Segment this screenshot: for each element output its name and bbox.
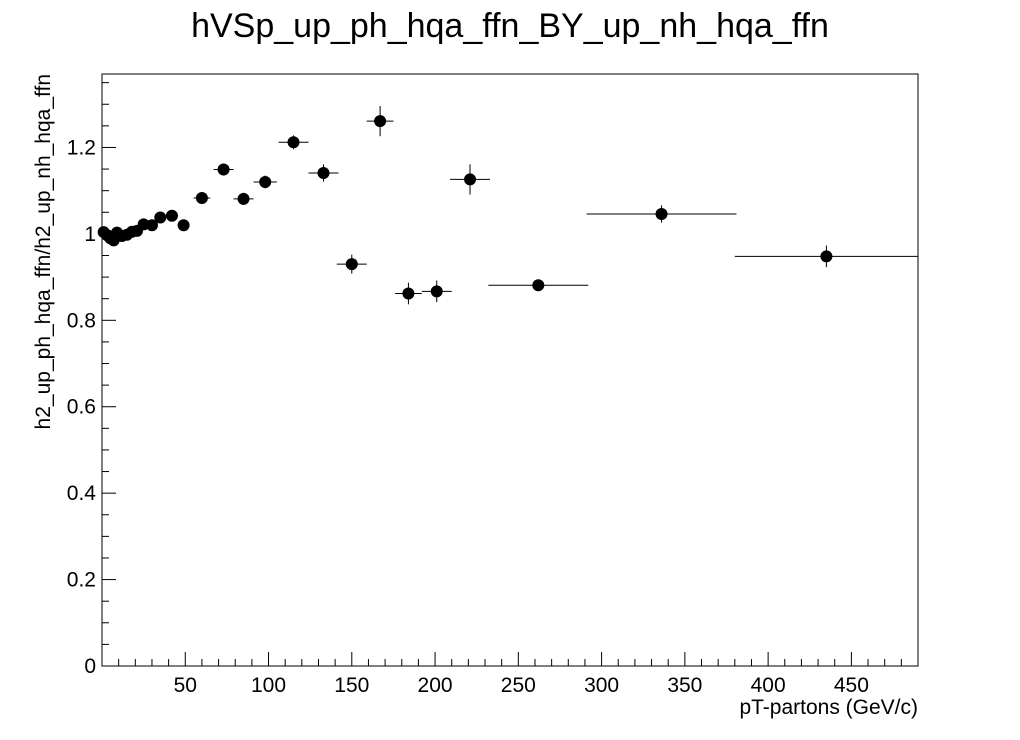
data-point [253,175,277,189]
data-point [366,105,394,137]
point-marker [430,285,443,298]
point-marker [217,163,230,176]
data-point [421,280,452,303]
data-point [734,245,918,268]
point-marker [195,192,208,205]
data-point [165,209,178,222]
axis-ticks: 50 100 150 200 250 300 350 400 450 0 0.2 0.4 0.6 0.8 1… [67,82,902,697]
y-tick-label: 0.4 [67,482,97,505]
y-tick-label: 1 [84,223,96,246]
x-tick-label: 450 [834,674,869,697]
plot-frame [101,73,919,667]
y-tick-label: 0 [84,655,96,678]
y-tick-label: 0.2 [67,569,96,592]
data-point [233,192,254,205]
data-point [213,163,234,176]
point-marker [464,173,477,186]
point-marker [259,176,272,189]
point-marker [154,211,167,224]
x-tick-label: 250 [501,674,536,697]
y-tick-label: 1.2 [67,136,96,159]
data-point [193,192,211,205]
x-axis-label: pT-partons (GeV/c) [739,696,918,719]
x-tick-label: 300 [584,674,619,697]
point-marker [345,258,358,271]
data-point [336,254,367,274]
y-tick-label: 0.8 [67,309,96,332]
x-tick-label: 200 [418,674,453,697]
point-marker [145,219,158,232]
data-point [450,164,491,195]
data-point [278,135,309,150]
x-tick-label: 150 [334,674,369,697]
chart-title: hVSp_up_ph_hqa_ffn_BY_up_nh_hqa_ffn [191,7,829,45]
point-marker [317,166,330,179]
point-marker [287,136,300,149]
data-point [395,282,422,305]
point-marker [655,208,668,221]
x-tick-label: 100 [251,674,286,697]
point-marker [237,192,250,205]
x-tick-label: 350 [667,674,702,697]
x-tick-label: 400 [751,674,786,697]
data-marks [97,105,918,305]
point-marker [374,115,387,128]
point-marker [820,250,833,263]
data-point [145,219,158,232]
point-marker [177,219,190,232]
y-tick-label: 0.6 [67,396,96,419]
data-point [488,279,589,292]
x-tick-label: 50 [174,674,197,697]
data-point [586,205,737,223]
data-point [154,211,167,224]
point-marker [165,209,178,222]
data-point [177,219,190,232]
point-marker [532,279,545,292]
data-point [308,164,339,182]
point-marker [402,287,415,300]
y-axis-label: h2_up_ph_hqa_ffn/h2_up_nh_hqa_ffn [32,74,55,429]
